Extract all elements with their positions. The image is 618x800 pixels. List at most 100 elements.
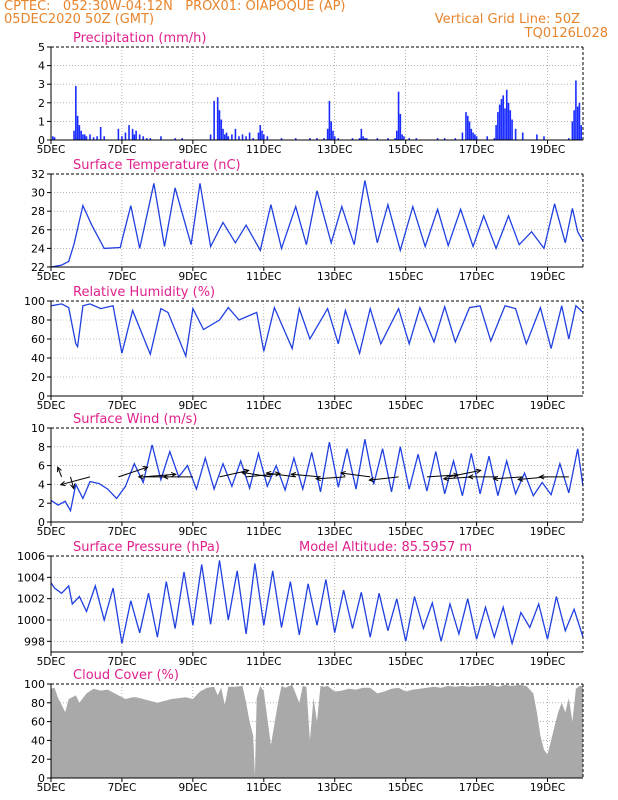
wind-vector — [369, 476, 399, 481]
header-date: 05DEC2020 50Z (GMT) — [4, 12, 155, 27]
x-tick-label: 19DEC — [530, 656, 565, 668]
x-tick-label: 17DEC — [459, 782, 494, 794]
precip-bar — [248, 132, 251, 140]
precip-bar — [227, 136, 230, 140]
y-tick-label: 26 — [31, 224, 45, 237]
y-tick-label: 80 — [31, 697, 45, 710]
y-tick-label: 40 — [31, 734, 45, 747]
x-tick-label: 19DEC — [530, 271, 565, 283]
precip-bar — [403, 136, 405, 140]
x-tick-label: 9DEC — [178, 144, 207, 156]
precip-bar — [145, 138, 148, 140]
x-tick-label: 7DEC — [108, 526, 137, 538]
wind-vector-head — [240, 470, 247, 476]
y-tick-label: 1000 — [17, 614, 45, 627]
precip-bar — [472, 132, 474, 140]
precip-bar — [174, 138, 176, 140]
x-tick-label: 19DEC — [530, 144, 565, 156]
wind-vector-head — [339, 470, 346, 477]
precip-bar — [436, 138, 439, 140]
x-tick-label: 13DEC — [317, 782, 352, 794]
x-tick-label: 9DEC — [178, 526, 207, 538]
x-tick-label: 11DEC — [246, 782, 281, 794]
y-tick-label: 6 — [38, 460, 45, 473]
wind-vector — [57, 466, 63, 478]
precip-bar — [257, 132, 260, 140]
x-tick-label: 13DEC — [317, 271, 352, 283]
x-tick-label: 15DEC — [388, 526, 423, 538]
precip-bar — [181, 138, 184, 140]
wind-vector-head — [314, 475, 321, 482]
precip-bar — [223, 134, 226, 140]
precip-bar — [245, 136, 247, 140]
precip-bar — [99, 126, 102, 140]
x-tick-label: 5DEC — [37, 656, 66, 668]
precip-bar — [53, 137, 56, 140]
y-tick-label: 40 — [31, 352, 45, 365]
x-tick-label: 19DEC — [530, 526, 565, 538]
panel-title-1: Surface Temperature (nC) — [73, 158, 241, 173]
wind-vector-head — [290, 472, 297, 478]
x-tick-label: 7DEC — [108, 144, 137, 156]
precip-bar — [396, 130, 398, 140]
series-line-4 — [50, 560, 584, 647]
precip-bar — [131, 128, 134, 140]
precip-bar — [263, 134, 265, 140]
x-tick-label: 15DEC — [388, 656, 423, 668]
panel-title-0: Precipitation (mm/h) — [73, 31, 206, 46]
y-tick-label: 998 — [24, 635, 45, 648]
y-tick-label: 22 — [31, 261, 45, 274]
y-tick-label: 32 — [31, 168, 45, 181]
precip-bar — [337, 138, 340, 140]
precip-bar — [571, 121, 574, 140]
series-line-1 — [50, 180, 584, 268]
precip-bar — [85, 136, 88, 140]
x-tick-label: 17DEC — [459, 526, 494, 538]
precip-bar — [225, 132, 228, 140]
precip-bar — [468, 121, 471, 140]
x-tick-label: 13DEC — [317, 526, 352, 538]
precip-bar — [138, 134, 141, 140]
precip-bar — [365, 138, 368, 140]
wind-vector-head — [475, 468, 482, 474]
wind-vector — [241, 471, 271, 478]
precip-bar — [117, 128, 120, 140]
y-tick-label: 60 — [31, 333, 45, 346]
y-tick-label: 4 — [38, 60, 45, 73]
x-tick-label: 15DEC — [388, 271, 423, 283]
precip-bar — [401, 134, 403, 140]
x-tick-label: 19DEC — [530, 400, 565, 412]
precip-bar — [103, 136, 105, 140]
precip-bar — [509, 110, 512, 140]
y-tick-label: 1002 — [17, 593, 45, 606]
precip-bar — [333, 136, 336, 140]
precip-bar — [536, 134, 538, 140]
precip-bar — [124, 132, 127, 140]
precip-bar — [76, 115, 79, 140]
y-tick-label: 2 — [38, 97, 45, 110]
x-tick-label: 15DEC — [388, 144, 423, 156]
y-tick-label: 2 — [38, 497, 45, 510]
precip-bar — [222, 128, 224, 140]
wind-vector-head — [162, 474, 169, 480]
wind-vector — [70, 476, 75, 489]
wind-vector-head — [442, 475, 449, 482]
precip-bar — [466, 115, 469, 140]
wind-vector-head — [265, 470, 272, 477]
precip-bar — [252, 138, 254, 140]
precip-bar — [497, 112, 499, 140]
precip-bar — [575, 80, 577, 140]
precip-bar — [220, 119, 223, 140]
precip-bar — [475, 136, 478, 140]
precip-bar — [328, 100, 331, 140]
precip-bar — [330, 121, 332, 140]
y-tick-label: 1004 — [17, 571, 45, 584]
precip-bar — [160, 136, 162, 140]
precip-bar — [576, 106, 579, 140]
precip-bar — [83, 134, 86, 140]
precip-bar — [209, 134, 212, 140]
panel-title-2: Relative Humidity (%) — [73, 285, 215, 300]
x-tick-label: 5DEC — [37, 271, 66, 283]
panel-title-3: Surface Wind (m/s) — [73, 412, 197, 427]
